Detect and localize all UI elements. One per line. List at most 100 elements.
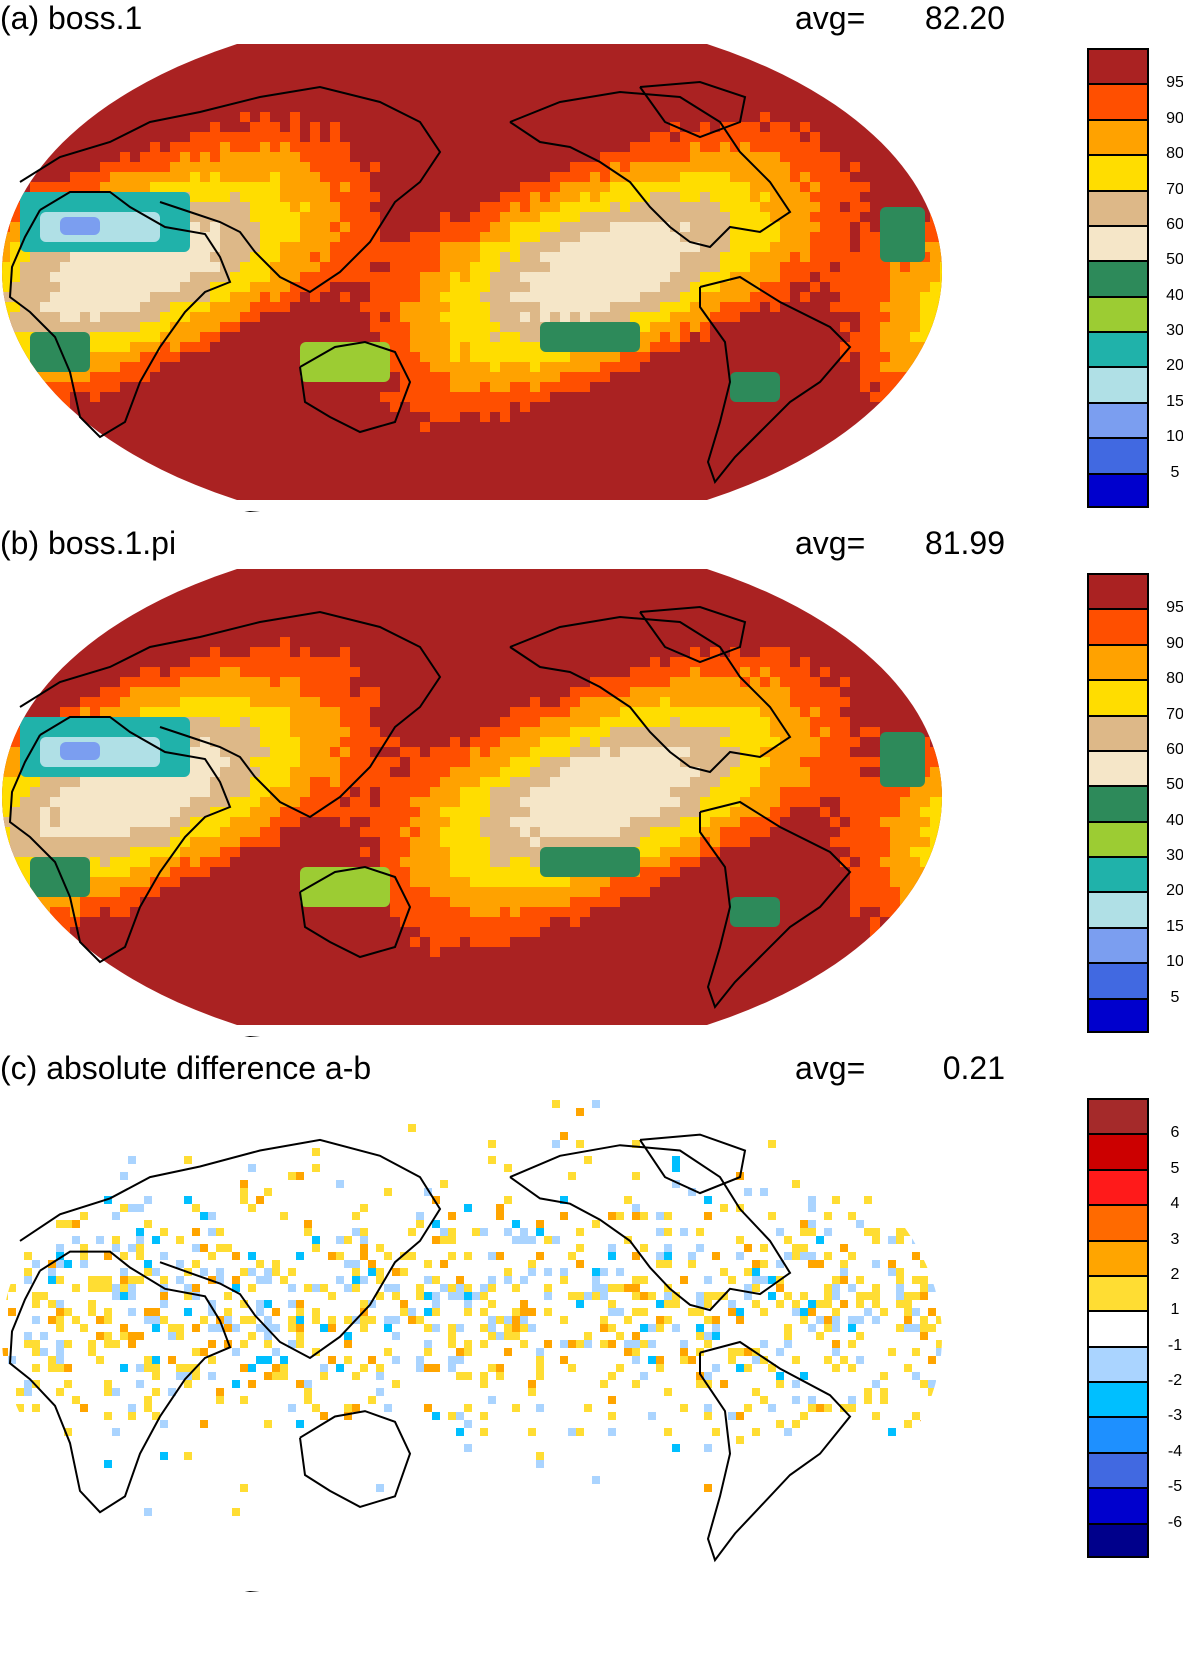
colorbar-swatch (1087, 1204, 1149, 1241)
colorbar-tick-label: 50 (1166, 776, 1183, 794)
panel-average: avg= 81.99 (795, 525, 1005, 561)
colorbar-swatch (1087, 1345, 1149, 1382)
colorbar-tick-label: 5 (1170, 988, 1180, 1006)
colorbar-tick-label: 50 (1166, 251, 1183, 269)
panel-b: (b) boss.1.pi avg= 81.99 95 90 80 70 60 50 40 3… (0, 525, 1183, 1045)
colorbar-tick-label: 1 (1170, 1301, 1180, 1319)
coastline (639, 605, 747, 664)
colorbar-tick-label: 80 (1166, 670, 1183, 688)
colorbar-swatch (1087, 331, 1149, 367)
coastline (509, 90, 792, 249)
panel-a: (a) boss.1 avg= 82.20 95 90 80 70 60 50 40 30 20… (0, 0, 1183, 520)
colorbar-tick-label: 10 (1166, 953, 1183, 971)
coastline (639, 1133, 747, 1195)
colorbar-tick-label: 70 (1166, 180, 1183, 198)
colorbar-tick-label: 60 (1166, 740, 1183, 758)
coastline (8, 716, 232, 964)
colorbar-tick-label: 15 (1166, 917, 1183, 935)
colorbar-tick-label: 20 (1166, 357, 1183, 375)
colorbar-tick-label: 95 (1166, 599, 1183, 617)
colorbar-panel-b: 95 90 80 70 60 50 40 30 20 15 10 5 (1087, 573, 1183, 1034)
coastline (299, 865, 412, 959)
colorbar-tick-label: 15 (1166, 392, 1183, 410)
coastline (8, 191, 232, 439)
colorbar-tick-label: 10 (1166, 428, 1183, 446)
panel-average: avg= 82.20 (795, 0, 1005, 36)
colorbar-tick-label: 3 (1170, 1230, 1180, 1248)
colorbar-swatch (1087, 189, 1149, 226)
coastline (509, 615, 792, 774)
colorbar-swatch (1087, 224, 1149, 261)
map-field (2, 44, 942, 500)
colorbar-swatch (1087, 573, 1149, 609)
colorbar-swatch (1087, 679, 1149, 716)
colorbar-swatch (1087, 83, 1149, 120)
coastline (699, 800, 852, 1010)
colorbar-tick-label: 90 (1166, 634, 1183, 652)
colorbar-tick-label: 80 (1166, 145, 1183, 163)
colorbar-swatch (1087, 48, 1149, 84)
panel-title: (a) boss.1 (0, 0, 143, 36)
colorbar-swatch (1087, 1133, 1149, 1170)
colorbar-tick-label: -4 (1167, 1442, 1183, 1460)
colorbar-tick-label: 20 (1166, 882, 1183, 900)
map-field (2, 569, 942, 1025)
colorbar-tick-label: 95 (1166, 74, 1183, 92)
colorbar-swatch (1087, 962, 1149, 999)
colorbar-panel-a: 95 90 80 70 60 50 40 30 20 15 10 5 (1087, 48, 1183, 509)
map-field (2, 1094, 942, 1580)
colorbar-swatch (1087, 1310, 1149, 1347)
colorbar-tick-label: 70 (1166, 705, 1183, 723)
panel-title: (c) absolute difference a-b (0, 1050, 372, 1086)
colorbar-tick-label: 60 (1166, 215, 1183, 233)
colorbar-tick-label: 2 (1170, 1265, 1180, 1283)
colorbar-swatch (1087, 1274, 1149, 1311)
coastline (699, 1340, 852, 1563)
avg-label: avg= (795, 0, 866, 36)
colorbar-swatch (1087, 118, 1149, 155)
colorbar-tick-label: 30 (1166, 847, 1183, 865)
coastline (19, 1138, 442, 1360)
avg-value: 82.20 (924, 0, 1005, 36)
colorbar-swatch (1087, 154, 1149, 191)
avg-value: 81.99 (924, 525, 1005, 561)
coastline (19, 610, 442, 819)
panel-average: avg= 0.21 (795, 1050, 1005, 1086)
colorbar-swatch (1087, 1416, 1149, 1453)
colorbar-swatch (1087, 856, 1149, 892)
coastline (299, 340, 412, 434)
colorbar-tick-label: -5 (1167, 1478, 1183, 1496)
colorbar-swatch (1087, 997, 1149, 1034)
colorbar-tick-label: 90 (1166, 109, 1183, 127)
coastline (19, 85, 442, 294)
colorbar-tick-label: 6 (1170, 1124, 1180, 1142)
colorbar-swatch (1087, 714, 1149, 751)
colorbar-swatch (1087, 891, 1149, 928)
map-panel-c (2, 1094, 942, 1592)
colorbar-tick-label: -3 (1167, 1407, 1183, 1425)
colorbar-swatch (1087, 608, 1149, 645)
coastline (299, 1410, 412, 1508)
colorbar-swatch (1087, 472, 1149, 509)
coastline (509, 1144, 792, 1312)
colorbar-tick-label: -6 (1167, 1513, 1183, 1531)
panel-c: (c) absolute difference a-b avg= 0.21 6 5… (0, 1050, 1183, 1677)
colorbar-panel-c: 6 5 4 3 2 1 -1 -2 -3 -4 -5 -6 (1087, 1098, 1182, 1559)
colorbar-swatch (1087, 401, 1149, 438)
colorbar-swatch (1087, 260, 1149, 297)
coastline (8, 1250, 232, 1514)
colorbar-swatch (1087, 926, 1149, 963)
colorbar-tick-label: 40 (1166, 286, 1183, 304)
avg-label: avg= (795, 525, 866, 561)
colorbar-tick-label: 40 (1166, 811, 1183, 829)
coastline (699, 275, 852, 485)
colorbar-swatch (1087, 1239, 1149, 1276)
colorbar-swatch (1087, 1381, 1149, 1417)
colorbar-tick-label: 5 (1170, 1159, 1180, 1177)
colorbar-tick-label: 4 (1170, 1195, 1180, 1213)
map-panel-b (2, 569, 942, 1037)
colorbar-swatch (1087, 1098, 1149, 1134)
coastline (639, 80, 747, 139)
colorbar-tick-label: 5 (1170, 463, 1180, 481)
colorbar-swatch (1087, 366, 1149, 403)
